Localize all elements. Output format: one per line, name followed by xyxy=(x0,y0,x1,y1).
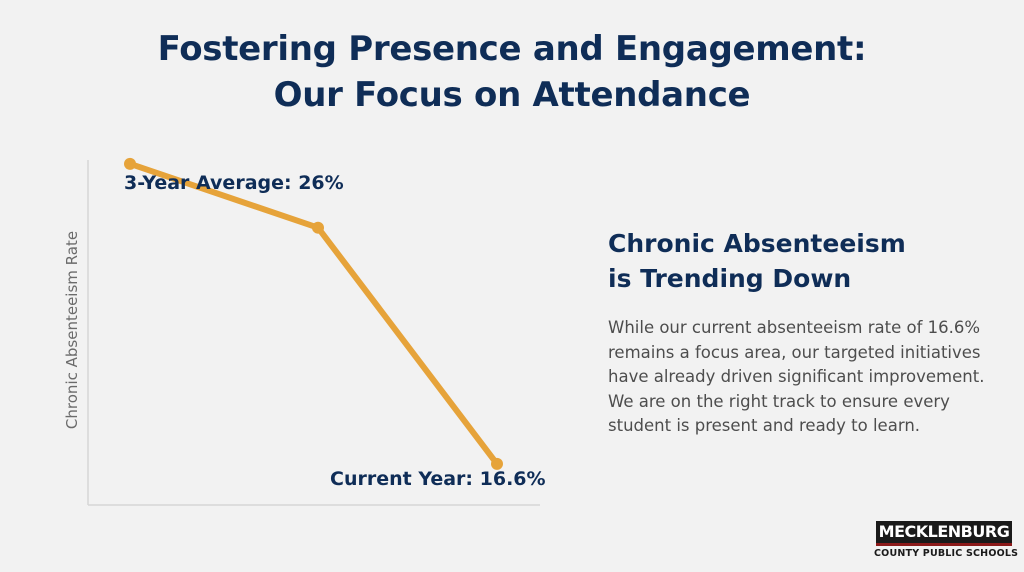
logo-subtitle: COUNTY PUBLIC SCHOOLS xyxy=(874,548,1019,559)
end-annotation: Current Year: 16.6% xyxy=(330,468,546,490)
chart-svg xyxy=(87,157,540,506)
data-point-2 xyxy=(312,221,324,234)
page-title: Fostering Presence and Engagement: Our F… xyxy=(0,26,1024,118)
summary-heading: Chronic Absenteeism is Trending Down xyxy=(608,226,988,296)
summary-panel: Chronic Absenteeism is Trending Down Whi… xyxy=(608,226,988,439)
logo-name: MECKLENBURG xyxy=(875,521,1013,546)
summary-body: While our current absenteeism rate of 16… xyxy=(608,318,985,435)
data-point-3 xyxy=(491,457,503,470)
title-line-1: Fostering Presence and Engagement: xyxy=(157,29,867,69)
data-point-1 xyxy=(124,157,136,170)
summary-heading-line-1: Chronic Absenteeism xyxy=(608,229,906,258)
series-line xyxy=(127,160,500,467)
start-annotation: 3-Year Average: 26% xyxy=(124,172,344,194)
title-line-2: Our Focus on Attendance xyxy=(273,75,751,115)
district-logo: MECKLENBURG COUNTY PUBLIC SCHOOLS xyxy=(874,521,1019,559)
summary-heading-line-2: is Trending Down xyxy=(608,264,852,293)
y-axis-label: Chronic Absenteeism Rate xyxy=(63,230,81,430)
absenteeism-chart: Chronic Absenteeism Rate 3-Year Average:… xyxy=(63,157,546,506)
